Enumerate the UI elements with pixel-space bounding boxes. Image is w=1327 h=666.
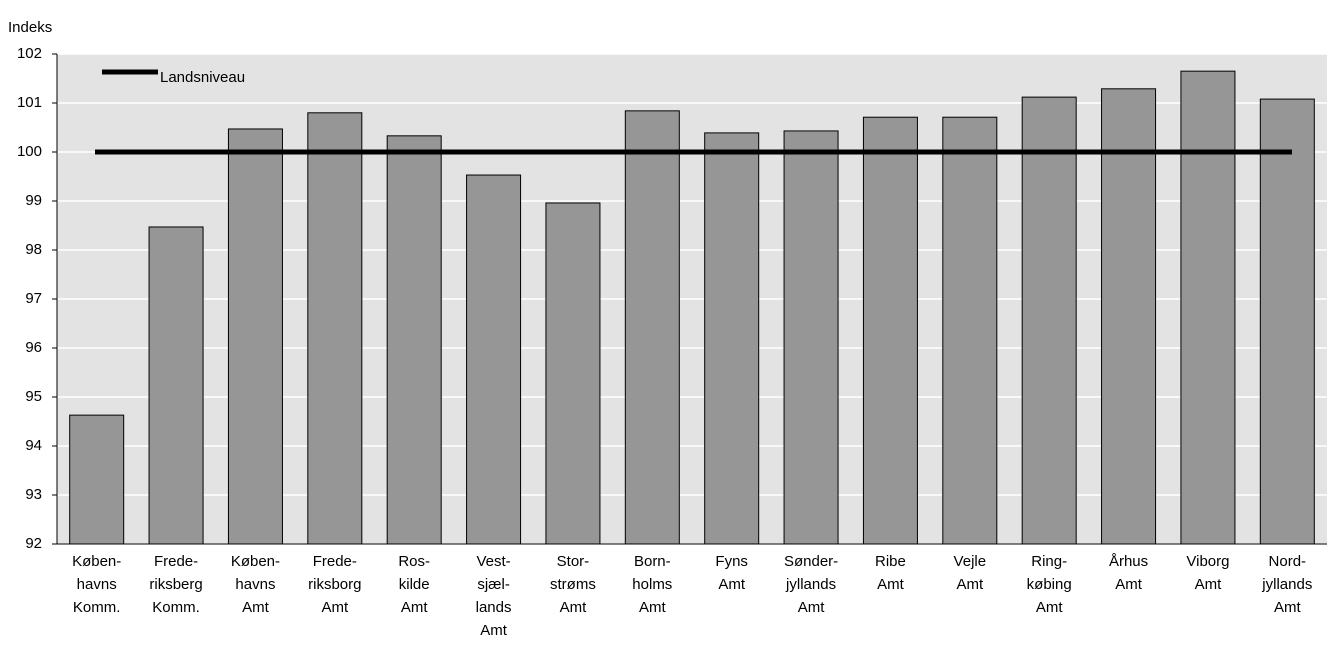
y-tick-label: 102 bbox=[17, 45, 42, 62]
x-tick-label: Ribe Amt bbox=[875, 553, 906, 593]
bar bbox=[227, 128, 283, 545]
y-tick-label: 101 bbox=[17, 94, 42, 111]
bar bbox=[1180, 70, 1236, 545]
bar bbox=[1021, 96, 1077, 545]
x-tick-label: Frede- riksberg Komm. bbox=[149, 553, 203, 616]
y-axis-label: Indeks bbox=[8, 19, 52, 36]
bar bbox=[307, 112, 363, 545]
bar bbox=[148, 226, 204, 545]
y-tick-label: 95 bbox=[25, 388, 42, 405]
x-tick-label: Frede- riksborg Amt bbox=[308, 553, 362, 616]
bar bbox=[942, 116, 998, 545]
bar bbox=[1259, 98, 1315, 545]
legend-label: Landsniveau bbox=[160, 69, 245, 86]
x-tick-label: Køben- havns Amt bbox=[230, 553, 281, 616]
y-tick-label: 94 bbox=[25, 437, 42, 454]
x-tick-label: Fyns Amt bbox=[715, 553, 748, 593]
x-tick-label: Vejle Amt bbox=[953, 553, 987, 593]
x-tick-label: Stor- strøms Amt bbox=[550, 553, 596, 616]
y-tick-label: 100 bbox=[17, 143, 42, 160]
x-tick-label: Ring- købing Amt bbox=[1026, 553, 1072, 616]
x-tick-label: Nord- jyllands Amt bbox=[1262, 553, 1313, 616]
x-tick-label: Viborg Amt bbox=[1186, 553, 1230, 593]
y-tick-label: 98 bbox=[25, 241, 42, 258]
bar bbox=[624, 110, 680, 545]
x-tick-label: Køben- havns Komm. bbox=[72, 553, 122, 616]
y-tick-label: 93 bbox=[25, 486, 42, 503]
x-tick-label: Ros- kilde Amt bbox=[398, 553, 431, 616]
bar bbox=[545, 202, 601, 545]
bar bbox=[704, 132, 760, 545]
x-tick-label: Vest- sjæl- lands Amt bbox=[475, 553, 512, 639]
bar bbox=[1101, 88, 1157, 545]
y-tick-label: 97 bbox=[25, 290, 42, 307]
bar bbox=[69, 414, 125, 545]
bar bbox=[386, 135, 442, 545]
y-tick-label: 96 bbox=[25, 339, 42, 356]
x-tick-label: Sønder- jyllands Amt bbox=[783, 553, 839, 616]
y-tick-label: 99 bbox=[25, 192, 42, 209]
bar bbox=[783, 130, 839, 545]
bar bbox=[862, 116, 918, 545]
bar bbox=[466, 174, 522, 545]
x-tick-label: Århus Amt bbox=[1108, 553, 1149, 593]
y-tick-label: 92 bbox=[25, 535, 42, 552]
x-tick-label: Born- holms Amt bbox=[632, 553, 673, 616]
